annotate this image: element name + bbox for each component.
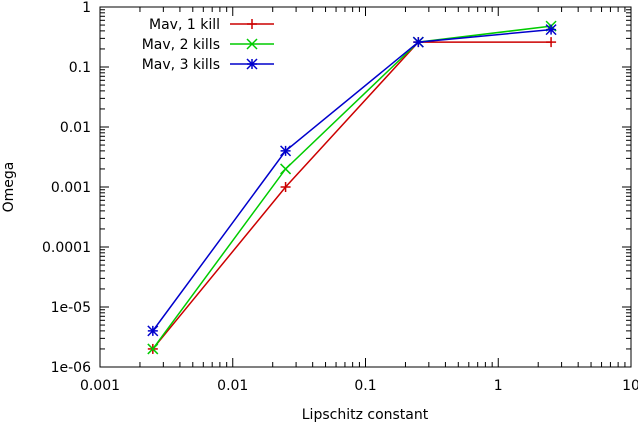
- legend-item: Mav, 3 kills: [142, 57, 274, 73]
- x-tick-label: 0.1: [354, 378, 376, 394]
- data-point: [280, 182, 291, 192]
- y-tick-label: 0.001: [51, 180, 91, 196]
- data-point: [412, 36, 424, 48]
- y-tick-label: 0.01: [60, 120, 91, 136]
- data-point: [147, 343, 159, 355]
- legend-marker: [247, 19, 257, 29]
- data-point: [545, 24, 557, 36]
- legend-marker: [246, 38, 258, 50]
- series-1: [147, 37, 557, 354]
- data-point: [280, 163, 292, 175]
- data-point: [280, 145, 292, 157]
- x-axis-label: Lipschitz constant: [302, 407, 429, 423]
- x-tick-label: 1: [494, 378, 503, 394]
- y-tick-label: 1: [82, 0, 91, 16]
- x-tick-labels: 0.001 0.01 0.1 1 10: [80, 378, 638, 394]
- legend-marker: [246, 58, 258, 70]
- y-tick-label: 0.1: [69, 60, 91, 76]
- legend-item: Mav, 1 kill: [149, 17, 274, 33]
- y-tick-label: 1e-05: [51, 300, 91, 316]
- y-axis-label: Omega: [1, 162, 17, 213]
- x-tick-label: 0.001: [80, 378, 120, 394]
- x-tick-label: 0.01: [217, 378, 248, 394]
- series-line: [152, 41, 552, 350]
- y-tick-labels: 1e-06 1e-05 0.0001 0.001 0.01 0.1 1: [42, 0, 91, 376]
- series-line: [152, 28, 552, 332]
- plot-frame: [99, 6, 632, 368]
- y-tick-label: 0.0001: [42, 240, 91, 256]
- legend-label: Mav, 2 kills: [142, 37, 220, 53]
- data-point: [546, 37, 557, 48]
- legend-item: Mav, 2 kills: [142, 37, 274, 53]
- data-point: [147, 325, 159, 337]
- series-line: [152, 25, 552, 350]
- legend: Mav, 1 kill Mav, 2 kills Mav, 3 kills: [142, 17, 274, 73]
- legend-label: Mav, 1 kill: [149, 17, 220, 33]
- series-3: [147, 24, 557, 337]
- x-tick-label: 10: [622, 378, 638, 394]
- legend-label: Mav, 3 kills: [142, 57, 220, 73]
- series-layer: [147, 20, 557, 355]
- y-tick-label: 1e-06: [51, 360, 91, 376]
